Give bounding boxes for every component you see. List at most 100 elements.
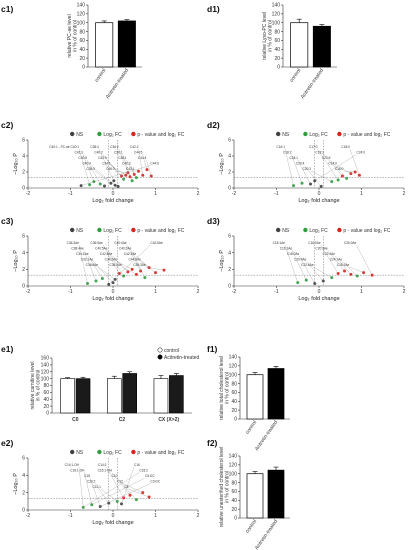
d2-point-label: C24:0 — [356, 151, 365, 155]
c2-label-leader — [114, 170, 128, 173]
f2-y-label: relative unesterified cholesterol leveli… — [219, 447, 231, 528]
c3-label-leader — [83, 250, 97, 282]
f2-category-label: Acitretin-treated — [254, 519, 279, 550]
d1-bar — [290, 22, 309, 68]
c3-label-leader — [107, 250, 124, 277]
d3-legend-label-ns: NS — [282, 228, 290, 234]
c2-point-label: C40:5 — [78, 156, 87, 160]
d3-point-label: C18:0Ae — [287, 252, 300, 256]
e1-legend-marker — [157, 354, 163, 360]
c3-label-leader — [78, 244, 88, 284]
e2-point-label: C16:1-OH — [98, 469, 113, 473]
e2-label-leader — [106, 466, 124, 498]
d1-y-tick-label: 80 — [274, 29, 280, 35]
d2-y-tick-label: 2 — [228, 170, 231, 176]
d2-x-tick-label: -2 — [232, 191, 237, 197]
c3-label-leader — [117, 261, 133, 270]
c1-bar — [95, 22, 114, 68]
c3-label-leader — [131, 250, 145, 278]
d3-point-label: C16:0Ae — [308, 241, 321, 245]
f2-y-tick-label: 0 — [234, 516, 237, 522]
e2-y-label: −Log₁₀ P — [13, 473, 19, 495]
e1-y-label: relative carnitine levelin % of control — [30, 361, 42, 409]
c3-point-label: C38:3Ae — [133, 263, 146, 267]
e1-y-tick-label: 80 — [43, 383, 49, 389]
e2-label-leader — [122, 483, 143, 493]
c3-point-label: C34:2Ae — [105, 258, 118, 262]
d2-point-label: C16:0 — [335, 167, 344, 171]
panel-label-c3: c3) — [1, 216, 13, 226]
c2-legend-label-ns: NS — [76, 132, 84, 138]
d2-point-label: C17:0 — [309, 145, 318, 149]
f2-category-label: control — [245, 519, 259, 535]
f1-y-tick-label: 20 — [231, 408, 237, 414]
c2-label-leader — [130, 165, 137, 178]
c2-label-leader — [106, 159, 124, 180]
e1-category-label: C2 — [119, 417, 126, 423]
d3-point-label: C20:3Ae — [315, 247, 328, 251]
e2-point-label: C12 — [117, 480, 123, 484]
d3-label-leader — [284, 244, 298, 283]
panel-label-e2: e2) — [1, 438, 13, 448]
e1-bar — [60, 378, 75, 414]
c2-y-label: −Log₁₀ P — [13, 153, 19, 175]
d3-label-leader — [349, 266, 364, 273]
c3-label-leader — [121, 266, 137, 275]
c2-label-leader — [90, 165, 116, 186]
c3-point-label: C34:1Ae — [76, 252, 89, 256]
e2-label-leader — [95, 483, 109, 504]
d3-point-label: C24:1Ae — [330, 258, 343, 262]
panel-label-d3: d3) — [207, 216, 220, 226]
c1-y-tick-label: 80 — [79, 29, 85, 35]
c2-point-label: C38:4 — [90, 145, 99, 149]
c3-point-label: C36:2Ae — [109, 263, 122, 267]
d2-y-tick-label: 0 — [228, 186, 231, 192]
c1-y-tick-label: 60 — [79, 38, 85, 44]
c2-label-leader — [146, 159, 152, 177]
c2-point-label: C40:1 - PC-ae C40:1 — [49, 145, 79, 149]
d3-point-label: C22:4Ae — [323, 252, 336, 256]
panel-label-e1: e1) — [1, 344, 13, 354]
c2-point-label: C44:4 — [138, 156, 147, 160]
d3-x-tick-label: 0 — [318, 289, 321, 295]
d2-y-tick-label: 6 — [228, 138, 231, 144]
d2-label-leader — [317, 148, 339, 181]
f2-y-tick-label: 20 — [231, 507, 237, 513]
e1-category-label: CX (X>2) — [158, 417, 179, 423]
f2-y-tick-label: 120 — [229, 463, 238, 469]
e1-bar — [169, 375, 184, 414]
d3-y-tick-label: 6 — [228, 234, 231, 240]
panel-label-f2: f2) — [207, 438, 218, 448]
c2-label-leader — [142, 154, 148, 170]
f2-y-tick-label: 40 — [231, 498, 237, 504]
c2-label-leader — [82, 154, 94, 182]
d3-y-tick-label: 2 — [228, 267, 231, 273]
d2-label-leader — [297, 159, 311, 185]
c2-label-leader — [102, 154, 122, 177]
e2-label-leader — [100, 488, 118, 502]
f1-y-tick-label: 140 — [229, 355, 238, 361]
d3-y-tick-label: 0 — [228, 284, 231, 290]
d2-legend-marker-ns — [276, 131, 281, 137]
volcano-plot-e2: NS Log₂ FC p - value and log₂ FC 0 2 4 6 -2 -1 0 1… — [13, 449, 200, 526]
d2-point-label: C18:3 — [315, 151, 324, 155]
d3-label-leader — [292, 250, 307, 281]
e2-label-leader — [121, 466, 135, 504]
c3-x-tick-label: -1 — [68, 289, 73, 295]
d3-x-tick-label: 2 — [403, 289, 406, 295]
c2-point-label: C42:3 — [74, 151, 83, 155]
d3-label-leader — [320, 244, 339, 274]
d3-legend-label-both: p - value and log₂ FC — [343, 228, 390, 234]
c2-point-label: C34:1 — [102, 162, 111, 166]
c2-label-leader — [122, 154, 133, 181]
e1-y-tick-label: 0 — [46, 411, 49, 417]
c3-x-label: Log₂ fold change — [92, 296, 133, 302]
e1-y-tick-label: 20 — [43, 404, 49, 410]
c1-y-label: relative PC-ae levelin % of control — [67, 14, 79, 57]
c3-x-tick-label: 2 — [197, 289, 200, 295]
c2-label-leader — [138, 148, 143, 176]
c2-point-label: C44:6 — [150, 162, 159, 166]
c3-x-tick-label: 0 — [112, 289, 115, 295]
f2-y-tick-label: 100 — [229, 471, 238, 477]
